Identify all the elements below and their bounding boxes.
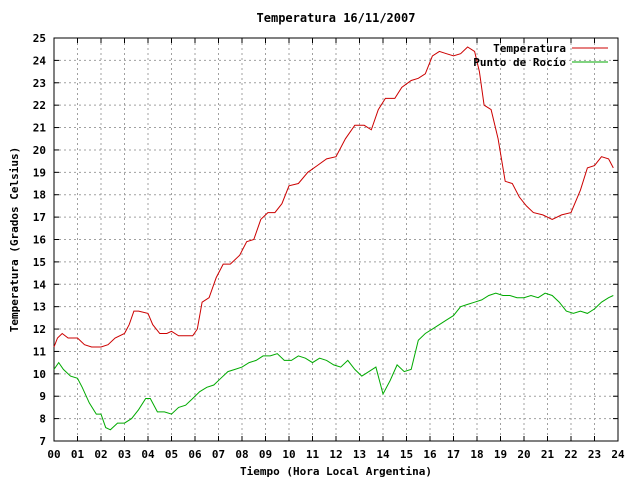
x-tick-label: 03 (118, 448, 131, 461)
series-line-temperatura (53, 46, 614, 348)
x-tick-label: 12 (329, 448, 342, 461)
x-tick-label: 10 (282, 448, 295, 461)
x-tick-label: 18 (470, 448, 483, 461)
y-tick-label: 15 (33, 256, 46, 269)
x-tick-label: 02 (94, 448, 107, 461)
y-tick-label: 12 (33, 323, 46, 336)
y-tick-label: 20 (33, 144, 46, 157)
x-tick-label: 13 (353, 448, 366, 461)
x-tick-label: 00 (47, 448, 60, 461)
y-tick-label: 21 (33, 122, 47, 135)
x-tick-label: 17 (447, 448, 460, 461)
y-tick-label: 14 (33, 278, 47, 291)
y-tick-label: 23 (33, 77, 46, 90)
x-tick-label: 16 (423, 448, 437, 461)
y-tick-label: 13 (33, 301, 46, 314)
x-tick-label: 01 (71, 448, 85, 461)
x-tick-label: 14 (376, 448, 390, 461)
x-tick-label: 04 (141, 448, 155, 461)
chart-title: Temperatura 16/11/2007 (257, 11, 416, 25)
x-tick-label: 06 (188, 448, 202, 461)
x-tick-label: 22 (564, 448, 577, 461)
y-tick-label: 7 (39, 435, 46, 448)
y-tick-label: 10 (33, 368, 46, 381)
axis-ticks: 00 01 02 03 04 05 06 07 08 09 10 11 12 13 14 15 16 17 18 19… (33, 32, 625, 461)
y-tick-label: 17 (33, 211, 46, 224)
y-tick-label: 11 (33, 345, 47, 358)
x-tick-label: 20 (517, 448, 530, 461)
x-tick-label: 08 (235, 448, 248, 461)
y-axis-label: Temperatura (Grados Celsius) (8, 147, 21, 332)
y-tick-label: 24 (33, 54, 47, 67)
x-tick-label: 07 (212, 448, 225, 461)
legend-label-temperatura: Temperatura (493, 42, 566, 55)
x-tick-label: 19 (494, 448, 507, 461)
series-lines (53, 46, 614, 431)
y-tick-label: 16 (33, 234, 47, 247)
series-line-punto-de-rocio (53, 292, 614, 431)
legend-label-punto-de-rocio: Punto de Rocío (473, 56, 566, 69)
x-tick-label: 23 (588, 448, 601, 461)
x-tick-label: 11 (306, 448, 320, 461)
y-tick-label: 8 (39, 413, 46, 426)
y-tick-label: 25 (33, 32, 46, 45)
x-tick-label: 15 (400, 448, 413, 461)
grid (54, 38, 618, 441)
legend: Temperatura Punto de Rocío (473, 42, 608, 69)
y-tick-label: 18 (33, 189, 46, 202)
y-tick-label: 9 (39, 390, 46, 403)
x-tick-label: 09 (259, 448, 272, 461)
x-tick-label: 24 (611, 448, 625, 461)
y-tick-label: 19 (33, 166, 46, 179)
x-tick-label: 05 (165, 448, 178, 461)
y-tick-label: 22 (33, 99, 46, 112)
x-tick-label: 21 (541, 448, 555, 461)
x-axis-label: Tiempo (Hora Local Argentina) (240, 465, 432, 478)
